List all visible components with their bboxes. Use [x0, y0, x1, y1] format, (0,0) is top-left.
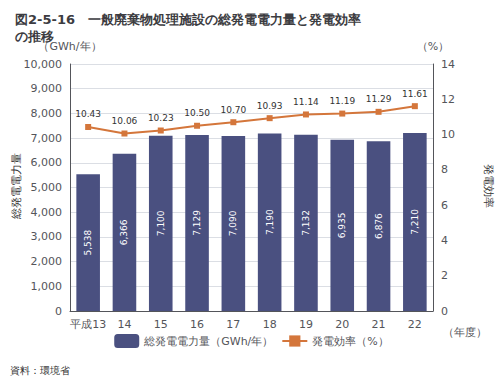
svg-text:総発電電力量（GWh/年）: 総発電電力量（GWh/年） — [143, 335, 273, 348]
svg-text:7,129: 7,129 — [192, 210, 202, 236]
svg-text:11.19: 11.19 — [329, 96, 355, 106]
svg-text:6: 6 — [441, 199, 448, 212]
svg-text:0: 0 — [55, 305, 62, 318]
svg-text:（GWh/年）: （GWh/年） — [38, 40, 102, 53]
svg-text:10: 10 — [441, 128, 455, 141]
svg-text:18: 18 — [263, 318, 277, 331]
svg-text:7,000: 7,000 — [31, 132, 63, 145]
svg-text:7,090: 7,090 — [228, 210, 238, 236]
svg-text:資料：環境省: 資料：環境省 — [10, 365, 70, 376]
svg-text:0: 0 — [441, 305, 448, 318]
svg-text:11.61: 11.61 — [402, 89, 428, 99]
svg-text:総発電電力量: 総発電電力量 — [10, 153, 23, 220]
svg-text:5,538: 5,538 — [83, 229, 93, 255]
svg-text:7,190: 7,190 — [265, 209, 275, 235]
svg-text:平成13: 平成13 — [70, 318, 106, 331]
svg-text:4: 4 — [441, 234, 448, 247]
svg-text:8: 8 — [441, 163, 448, 176]
svg-text:3,000: 3,000 — [31, 230, 63, 243]
svg-text:発電効率: 発電効率 — [482, 164, 495, 208]
svg-text:5,000: 5,000 — [31, 181, 63, 194]
svg-text:7,132: 7,132 — [301, 210, 311, 236]
svg-text:9,000: 9,000 — [31, 82, 63, 95]
svg-text:17: 17 — [226, 318, 240, 331]
svg-text:発電効率（%）: 発電効率（%） — [312, 335, 388, 348]
svg-text:10,000: 10,000 — [24, 58, 63, 71]
svg-text:7,210: 7,210 — [410, 209, 420, 235]
svg-text:（年度）: （年度） — [443, 326, 487, 339]
svg-text:6,876: 6,876 — [374, 213, 384, 239]
svg-text:（%）: （%） — [417, 40, 449, 53]
svg-text:19: 19 — [299, 318, 313, 331]
svg-text:1,000: 1,000 — [31, 280, 63, 293]
svg-text:11.29: 11.29 — [366, 94, 392, 104]
svg-text:6,366: 6,366 — [119, 219, 129, 245]
svg-text:7,100: 7,100 — [156, 210, 166, 236]
svg-text:2,000: 2,000 — [31, 255, 63, 268]
svg-text:4,000: 4,000 — [31, 206, 63, 219]
svg-text:14: 14 — [441, 58, 455, 71]
svg-text:12: 12 — [441, 93, 455, 106]
svg-text:6,000: 6,000 — [31, 156, 63, 169]
svg-text:15: 15 — [154, 318, 168, 331]
svg-text:21: 21 — [372, 318, 386, 331]
svg-text:2: 2 — [441, 269, 448, 282]
svg-text:10.70: 10.70 — [220, 105, 246, 115]
svg-text:22: 22 — [408, 318, 422, 331]
svg-text:10.43: 10.43 — [75, 109, 101, 119]
svg-text:図2-5-16 一般廃棄物処理施設の総発電電力量と発電効率: 図2-5-16 一般廃棄物処理施設の総発電電力量と発電効率 — [15, 12, 361, 27]
svg-text:10.93: 10.93 — [257, 101, 283, 111]
svg-text:6,935: 6,935 — [337, 212, 347, 238]
svg-text:10.50: 10.50 — [184, 108, 210, 118]
svg-text:8,000: 8,000 — [31, 107, 63, 120]
svg-text:10.06: 10.06 — [112, 116, 138, 126]
svg-text:14: 14 — [117, 318, 131, 331]
svg-text:16: 16 — [190, 318, 204, 331]
svg-text:11.14: 11.14 — [293, 97, 319, 107]
svg-text:の推移: の推移 — [15, 29, 54, 44]
svg-text:10.23: 10.23 — [148, 113, 174, 123]
svg-text:20: 20 — [335, 318, 349, 331]
